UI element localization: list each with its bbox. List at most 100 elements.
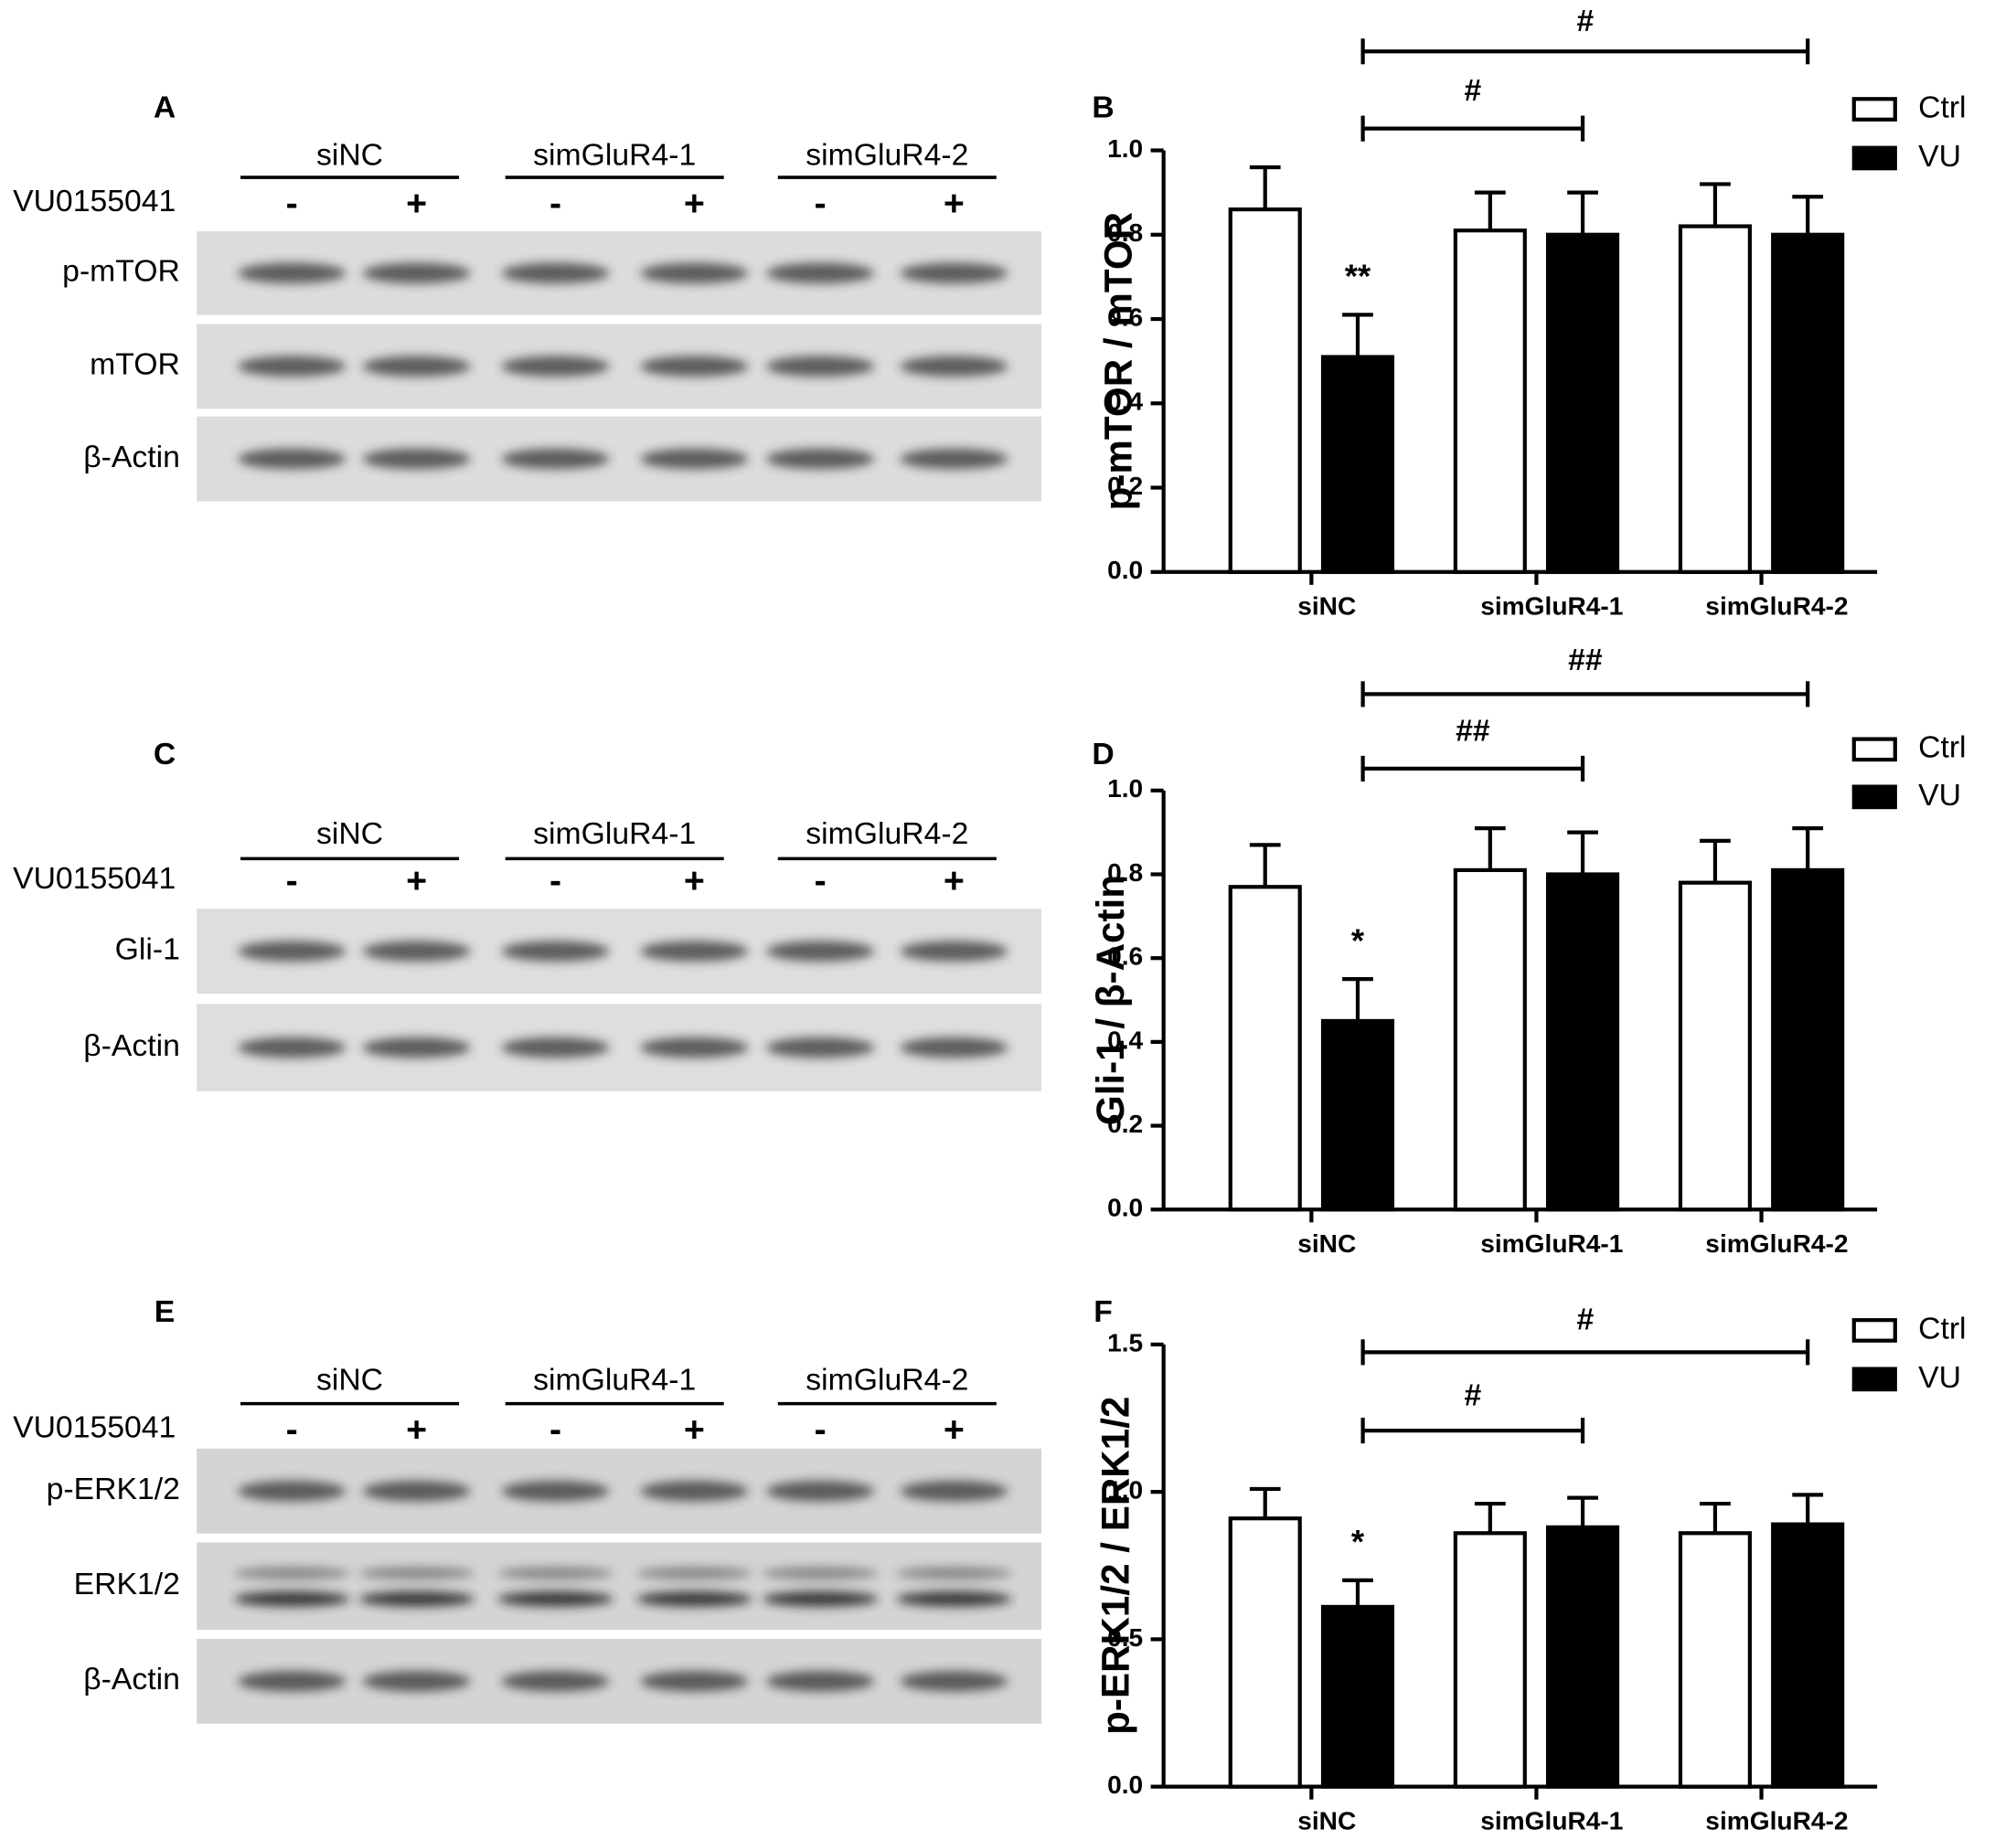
y-tick-label: 0.8 (1107, 218, 1143, 247)
x-tick-label: simGluR4-1 (1480, 592, 1623, 621)
treatment-sign: - (549, 860, 561, 900)
blot-band (501, 262, 610, 284)
x-tick-label: simGluR4-2 (1705, 1806, 1848, 1835)
blot-band (358, 1567, 475, 1580)
legend-swatch (1851, 737, 1897, 762)
bar (1771, 1522, 1845, 1789)
blot-band (900, 1037, 1008, 1058)
treatment-sign: - (549, 183, 561, 223)
y-axis-title: p-ERK1/2 / ERK1/2 (1094, 1397, 1137, 1735)
y-axis-title: p-mTOR / mTOR (1096, 212, 1139, 510)
row-label: ERK1/2 (74, 1567, 180, 1601)
row-label: β-Actin (83, 440, 180, 474)
blot-band (238, 356, 347, 378)
panel-label: A (154, 90, 176, 124)
significance-mark: * (1351, 1523, 1365, 1560)
blot-band (900, 1671, 1008, 1692)
y-tick-label: 1.0 (1107, 1476, 1143, 1505)
legend-swatch (1851, 1318, 1897, 1343)
blot-band (766, 1037, 875, 1058)
treatment-sign: - (286, 1409, 298, 1450)
blot-band (362, 941, 471, 962)
blot-band (766, 1480, 875, 1502)
treatment-sign: + (684, 860, 705, 900)
blot-band (762, 1567, 879, 1580)
treatment-label: VU0155041 (13, 184, 176, 218)
row-label: mTOR (90, 347, 180, 382)
blot-band (362, 1671, 471, 1692)
treatment-sign: - (815, 860, 827, 900)
blot-band (636, 1590, 752, 1607)
blot-band (766, 1671, 875, 1692)
blot-band (896, 1590, 1012, 1607)
panel-label: F (1093, 1294, 1113, 1329)
treatment-sign: - (286, 860, 298, 900)
y-tick-label: 1.5 (1107, 1328, 1143, 1356)
blot-band (358, 1590, 475, 1607)
row-label: p-mTOR (62, 254, 180, 289)
treatment-label: VU0155041 (13, 1410, 176, 1445)
group-label: simGluR4-1 (533, 816, 696, 851)
blot-band (766, 356, 875, 378)
group-label: simGluR4-1 (533, 1363, 696, 1398)
blot-band (497, 1590, 613, 1607)
bar (1228, 1516, 1302, 1789)
bar (1453, 1531, 1527, 1789)
blot-band (501, 1671, 610, 1692)
significance-mark: ** (1345, 258, 1371, 295)
panel-label: D (1092, 737, 1114, 771)
treatment-sign: + (406, 183, 427, 223)
row-label: p-ERK1/2 (47, 1472, 180, 1506)
y-tick-label: 0.4 (1107, 388, 1143, 416)
blot-band (362, 262, 471, 284)
blot-band (640, 448, 749, 470)
blot-band (640, 941, 749, 962)
bar (1546, 232, 1620, 574)
legend-label: VU (1918, 778, 1961, 813)
bar (1228, 885, 1302, 1212)
blot-band (762, 1590, 879, 1607)
blot-band (900, 262, 1008, 284)
blot-band (238, 262, 347, 284)
blot-band (766, 262, 875, 284)
y-tick-label: 0.4 (1107, 1026, 1143, 1054)
row-label: Gli-1 (115, 932, 180, 967)
y-tick-label: 0.8 (1107, 858, 1143, 887)
significance-mark: * (1351, 921, 1365, 959)
group-label: simGluR4-2 (805, 816, 968, 851)
treatment-sign: - (815, 183, 827, 223)
y-tick-label: 0.2 (1107, 1110, 1143, 1138)
blot-band (900, 941, 1008, 962)
x-tick-label: siNC (1297, 1806, 1356, 1835)
group-label: simGluR4-2 (805, 137, 968, 172)
row-label: β-Actin (83, 1028, 180, 1063)
blot-band (362, 1480, 471, 1502)
blot-band (497, 1567, 613, 1580)
blot-band (501, 1480, 610, 1502)
group-label: simGluR4-2 (805, 1363, 968, 1398)
blot-band (640, 262, 749, 284)
y-tick-label: 0.6 (1107, 942, 1143, 971)
blot-band (238, 1480, 347, 1502)
blot-band (501, 941, 610, 962)
blot-band (896, 1567, 1012, 1580)
y-tick-label: 0.6 (1107, 303, 1143, 331)
bar (1453, 229, 1527, 574)
treatment-sign: + (406, 1409, 427, 1450)
y-tick-label: 0.5 (1107, 1623, 1143, 1652)
treatment-sign: - (815, 1409, 827, 1450)
y-tick-label: 0.0 (1107, 556, 1143, 584)
blot-band (362, 448, 471, 470)
blot-band (238, 1037, 347, 1058)
legend-swatch (1851, 97, 1897, 122)
blot-band (640, 1480, 749, 1502)
y-tick-label: 1.0 (1107, 134, 1143, 163)
y-axis-title: Gli-1 / β-Actin (1089, 875, 1132, 1125)
y-tick-label: 1.0 (1107, 774, 1143, 803)
legend-swatch (1851, 1367, 1897, 1392)
legend-label: Ctrl (1918, 1311, 1966, 1345)
legend-label: Ctrl (1918, 90, 1966, 124)
blot-strip (197, 1542, 1042, 1631)
